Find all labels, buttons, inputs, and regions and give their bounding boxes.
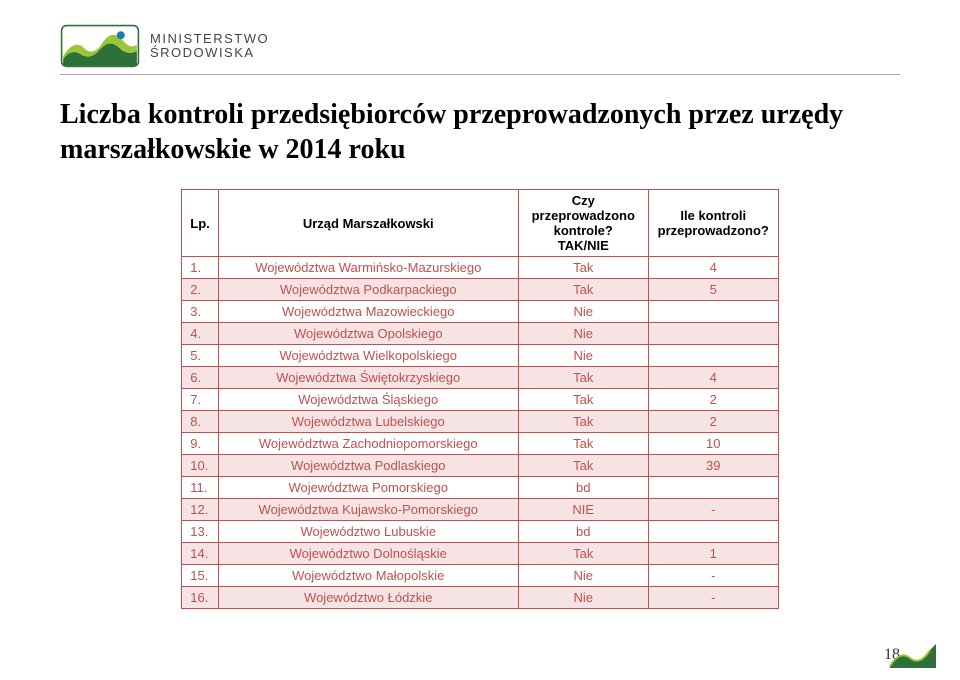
table-row: 15.Województwo MałopolskieNie- <box>182 565 779 587</box>
cell-q1: Tak <box>518 543 648 565</box>
col-q2: Ile kontroli przeprowadzono? <box>648 190 778 257</box>
cell-q1: bd <box>518 521 648 543</box>
cell-name: Województwa Świętokrzyskiego <box>218 367 518 389</box>
cell-q2 <box>648 323 778 345</box>
cell-q1: Nie <box>518 323 648 345</box>
cell-q1: Nie <box>518 565 648 587</box>
cell-q1: Tak <box>518 367 648 389</box>
cell-q2: - <box>648 499 778 521</box>
table-header-row: Lp. Urząd Marszałkowski Czy przeprowadzo… <box>182 190 779 257</box>
cell-lp: 7. <box>182 389 219 411</box>
col-name: Urząd Marszałkowski <box>218 190 518 257</box>
cell-lp: 3. <box>182 301 219 323</box>
cell-lp: 6. <box>182 367 219 389</box>
cell-lp: 14. <box>182 543 219 565</box>
table-row: 14.Województwo DolnośląskieTak1 <box>182 543 779 565</box>
col-lp: Lp. <box>182 190 219 257</box>
cell-q1: bd <box>518 477 648 499</box>
cell-name: Województwo Małopolskie <box>218 565 518 587</box>
cell-q2: 2 <box>648 411 778 433</box>
ministry-logo-icon <box>60 24 140 68</box>
cell-name: Województwa Kujawsko-Pomorskiego <box>218 499 518 521</box>
cell-name: Województwa Lubelskiego <box>218 411 518 433</box>
cell-q2: 4 <box>648 367 778 389</box>
cell-q1: NIE <box>518 499 648 521</box>
cell-lp: 10. <box>182 455 219 477</box>
cell-q1: Nie <box>518 587 648 609</box>
cell-lp: 16. <box>182 587 219 609</box>
cell-q1: Tak <box>518 279 648 301</box>
ministry-line2: ŚRODOWISKA <box>150 46 269 60</box>
col-q1: Czy przeprowadzono kontrole?TAK/NIE <box>518 190 648 257</box>
cell-name: Województwa Pomorskiego <box>218 477 518 499</box>
cell-lp: 15. <box>182 565 219 587</box>
cell-q1: Tak <box>518 433 648 455</box>
cell-q1: Tak <box>518 257 648 279</box>
cell-q2: 5 <box>648 279 778 301</box>
cell-lp: 13. <box>182 521 219 543</box>
cell-name: Województwo Łódzkie <box>218 587 518 609</box>
table-row: 16.Województwo ŁódzkieNie- <box>182 587 779 609</box>
cell-lp: 1. <box>182 257 219 279</box>
table-row: 11.Województwa Pomorskiegobd <box>182 477 779 499</box>
cell-lp: 4. <box>182 323 219 345</box>
table-row: 3.Województwa MazowieckiegoNie <box>182 301 779 323</box>
cell-lp: 9. <box>182 433 219 455</box>
cell-q2: 39 <box>648 455 778 477</box>
cell-lp: 11. <box>182 477 219 499</box>
table-row: 12.Województwa Kujawsko-PomorskiegoNIE- <box>182 499 779 521</box>
cell-q2: 10 <box>648 433 778 455</box>
cell-q2: - <box>648 587 778 609</box>
corner-mark-icon <box>888 636 938 670</box>
cell-q2 <box>648 301 778 323</box>
cell-q2: - <box>648 565 778 587</box>
header-divider <box>60 74 900 75</box>
controls-table: Lp. Urząd Marszałkowski Czy przeprowadzo… <box>181 189 779 609</box>
table-row: 5.Województwa WielkopolskiegoNie <box>182 345 779 367</box>
ministry-line1: MINISTERSTWO <box>150 32 269 46</box>
cell-q2: 4 <box>648 257 778 279</box>
cell-name: Województwa Mazowieckiego <box>218 301 518 323</box>
cell-q2: 2 <box>648 389 778 411</box>
cell-name: Województwa Warmińsko-Mazurskiego <box>218 257 518 279</box>
cell-lp: 8. <box>182 411 219 433</box>
cell-q2 <box>648 521 778 543</box>
cell-q2: 1 <box>648 543 778 565</box>
table-row: 13.Województwo Lubuskiebd <box>182 521 779 543</box>
cell-name: Województwa Śląskiego <box>218 389 518 411</box>
cell-name: Województwo Lubuskie <box>218 521 518 543</box>
cell-q1: Tak <box>518 455 648 477</box>
header-logo: MINISTERSTWO ŚRODOWISKA <box>60 24 900 68</box>
ministry-name: MINISTERSTWO ŚRODOWISKA <box>150 32 269 59</box>
table-row: 10.Województwa PodlaskiegoTak39 <box>182 455 779 477</box>
cell-lp: 5. <box>182 345 219 367</box>
table-row: 9.Województwa ZachodniopomorskiegoTak10 <box>182 433 779 455</box>
table-row: 2.Województwa PodkarpackiegoTak5 <box>182 279 779 301</box>
cell-lp: 12. <box>182 499 219 521</box>
cell-q1: Tak <box>518 389 648 411</box>
cell-q2 <box>648 345 778 367</box>
table-row: 6.Województwa ŚwiętokrzyskiegoTak4 <box>182 367 779 389</box>
cell-name: Województwa Zachodniopomorskiego <box>218 433 518 455</box>
cell-name: Województwa Wielkopolskiego <box>218 345 518 367</box>
cell-q1: Nie <box>518 345 648 367</box>
cell-lp: 2. <box>182 279 219 301</box>
cell-name: Województwa Podkarpackiego <box>218 279 518 301</box>
cell-q1: Nie <box>518 301 648 323</box>
table-row: 4.Województwa OpolskiegoNie <box>182 323 779 345</box>
cell-q2 <box>648 477 778 499</box>
cell-name: Województwa Podlaskiego <box>218 455 518 477</box>
cell-name: Województwo Dolnośląskie <box>218 543 518 565</box>
table-row: 1.Województwa Warmińsko-MazurskiegoTak4 <box>182 257 779 279</box>
cell-name: Województwa Opolskiego <box>218 323 518 345</box>
table-row: 8.Województwa LubelskiegoTak2 <box>182 411 779 433</box>
table-row: 7.Województwa ŚląskiegoTak2 <box>182 389 779 411</box>
cell-q1: Tak <box>518 411 648 433</box>
page-title: Liczba kontroli przedsiębiorców przeprow… <box>60 97 900 167</box>
